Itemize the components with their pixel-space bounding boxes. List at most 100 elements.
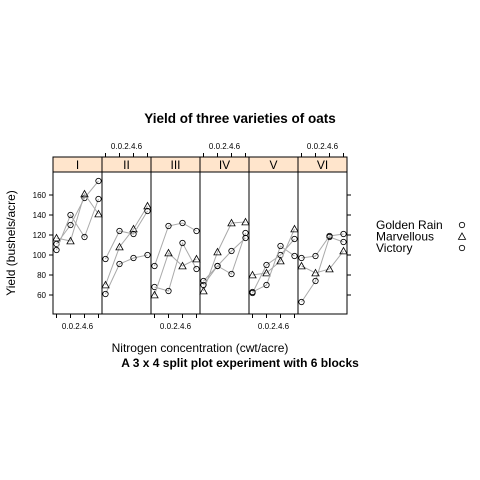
line-III-series-1 [154, 241, 197, 292]
tick-labels-top: 0.0.2.4.6 [111, 142, 143, 151]
point-V-series-3 [291, 252, 298, 260]
y-tick-label: 120 [33, 231, 47, 240]
line-I-series-1 [56, 180, 99, 245]
line-II-series-3 [105, 210, 148, 260]
tick-labels-bottom: 0.0.2.4.6 [160, 322, 192, 331]
point-II-series-1 [116, 260, 123, 268]
point-V-series-2 [262, 268, 271, 277]
line-V-series-2 [252, 228, 295, 276]
line-IV-series-3 [203, 237, 246, 286]
point-II-series-3 [144, 207, 151, 215]
point-II-series-3 [102, 255, 109, 263]
point-III-series-2 [178, 261, 187, 270]
point-II-series-2 [143, 201, 152, 210]
y-tick-label: 160 [33, 191, 47, 200]
point-IV-series-1 [228, 270, 235, 278]
point-V-series-2 [276, 256, 285, 265]
line-VI-series-2 [301, 250, 344, 274]
line-V-series-1 [252, 238, 295, 294]
chart-subtitle: A 3 x 4 split plot experiment with 6 blo… [121, 356, 359, 370]
point-II-series-2 [115, 242, 124, 251]
point-I-series-2 [94, 209, 103, 218]
line-IV-series-1 [203, 232, 246, 282]
point-V-series-2 [248, 270, 257, 279]
point-IV-series-3 [200, 281, 207, 289]
point-VI-series-2 [325, 264, 334, 273]
point-III-series-3 [151, 262, 158, 270]
panel-frame-I [52, 171, 103, 315]
point-II-series-3 [130, 230, 137, 238]
y-tick-label: 100 [33, 251, 47, 260]
point-IV-series-2 [199, 286, 208, 295]
point-I-series-2 [80, 189, 89, 198]
point-II-series-3 [116, 227, 123, 235]
bottom-axis: 0.0.2.4.6 0.0.2.4.6 0.0.2.4.6 [56, 314, 295, 331]
panel-VI: VI [297, 156, 348, 315]
point-VI-series-3 [298, 254, 305, 262]
point-III-series-2 [150, 290, 159, 299]
point-III-series-3 [193, 227, 200, 235]
strip-label-I: I [76, 158, 79, 172]
point-I-series-3 [95, 195, 102, 203]
point-VI-series-3 [312, 252, 319, 260]
point-V-series-3 [249, 288, 256, 296]
point-IV-series-2 [213, 247, 222, 256]
point-VI-series-1 [340, 238, 347, 246]
point-V-series-3 [263, 281, 270, 289]
point-VI-series-2 [339, 246, 348, 255]
point-III-series-1 [193, 265, 200, 273]
legend-triangle-icon [457, 232, 467, 240]
legend-circle-icon [458, 221, 466, 229]
point-I-series-1 [95, 177, 102, 185]
strip-label-VI: VI [317, 158, 328, 172]
point-III-series-3 [179, 219, 186, 227]
point-IV-series-2 [241, 217, 250, 226]
panel-IV: IV [199, 156, 250, 315]
panel-I: I [52, 156, 103, 315]
point-I-series-3 [67, 211, 74, 219]
line-II-series-2 [105, 205, 148, 286]
strip-label-III: III [170, 158, 180, 172]
line-VI-series-1 [301, 236, 344, 303]
point-V-series-3 [277, 242, 284, 250]
legend-label: Marvellous [376, 230, 434, 244]
tick-labels-top: 0.0.2.4.6 [209, 142, 241, 151]
point-II-series-1 [144, 251, 151, 259]
chart-title: Yield of three varieties of oats [144, 111, 336, 126]
point-II-series-1 [130, 254, 137, 262]
line-III-series-3 [154, 222, 197, 267]
tick-labels-top: 0.0.2.4.6 [307, 142, 339, 151]
x-axis-label: Nitrogen concentration (cwt/acre) [112, 341, 289, 355]
point-III-series-1 [179, 239, 186, 247]
line-VI-series-3 [301, 233, 344, 259]
point-I-series-3 [53, 246, 60, 254]
point-IV-series-3 [214, 262, 221, 270]
point-I-series-2 [52, 233, 61, 242]
line-V-series-3 [252, 245, 295, 293]
line-IV-series-2 [203, 221, 246, 292]
legend-label: Golden Rain [376, 218, 443, 232]
point-II-series-2 [101, 280, 110, 289]
panel-V: V [248, 156, 299, 315]
point-III-series-3 [165, 222, 172, 230]
point-III-series-1 [165, 287, 172, 295]
tick-labels-bottom: 0.0.2.4.6 [62, 322, 94, 331]
point-I-series-3 [81, 233, 88, 241]
top-axis: 0.0.2.4.6 0.0.2.4.6 0.0.2.4.6 [105, 142, 344, 157]
legend-label: Victory [376, 241, 412, 255]
line-I-series-2 [56, 192, 99, 242]
point-VI-series-3 [340, 230, 347, 238]
point-IV-series-3 [242, 234, 249, 242]
strip-label-IV: IV [219, 158, 230, 172]
point-V-series-1 [263, 261, 270, 269]
panel-III: III [150, 156, 201, 315]
y-tick-label: 140 [33, 211, 47, 220]
tick-labels-bottom: 0.0.2.4.6 [258, 322, 290, 331]
line-II-series-1 [105, 254, 148, 295]
panel-II: II [101, 156, 152, 315]
point-VI-series-1 [312, 277, 319, 285]
point-III-series-2 [192, 254, 201, 263]
point-VI-series-2 [311, 268, 320, 277]
panels: I II III IV V VI [52, 156, 348, 315]
